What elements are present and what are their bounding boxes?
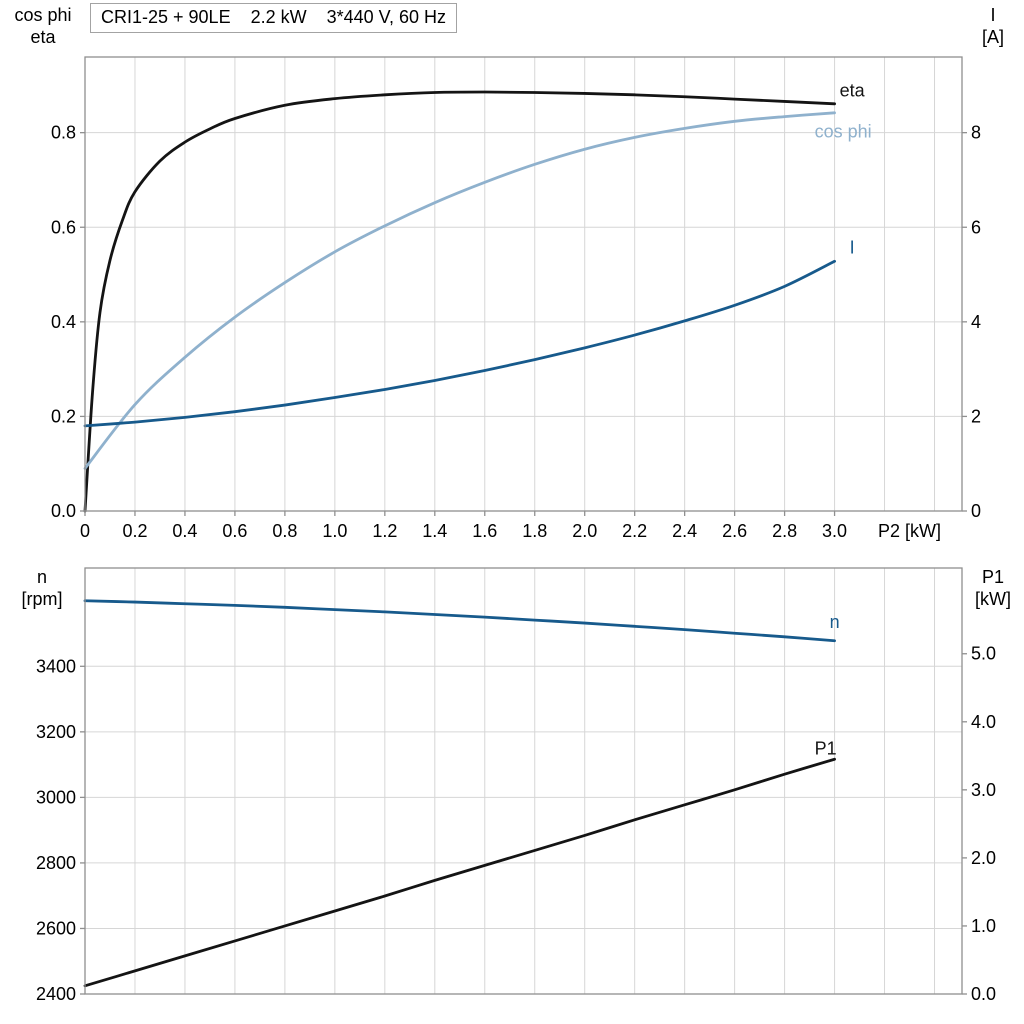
axis-title-ampere-unit: [A] [981,27,1004,47]
left-axis-tick-label: 2400 [36,984,76,1004]
axis-title-kw-unit: [kW] [975,589,1011,609]
x-axis-tick-label: 2.8 [772,521,797,541]
cos_phi-curve-label: cos phi [815,121,872,141]
x-axis-tick-label: 2.0 [572,521,597,541]
right-axis-tick-label: 0 [971,501,981,521]
left-axis-tick-label: 0.4 [51,312,76,332]
x-axis-tick-label: 0.4 [172,521,197,541]
n-curve [83,599,836,643]
left-axis-tick-label: 0.6 [51,217,76,237]
bottom-right-axis-title: P1 [kW] [962,566,1024,610]
right-axis-tick-label: 1.0 [971,916,996,936]
top-right-axis-title: I [A] [962,4,1024,48]
x-axis-tick-label: 1.0 [322,521,347,541]
right-axis-tick-label: 0.0 [971,984,996,1004]
right-axis-tick-label: 2.0 [971,848,996,868]
plot-border [84,56,963,512]
right-axis-tick-label: 6 [971,217,981,237]
x-axis-tick-label: 1.6 [472,521,497,541]
right-axis-tick-label: 3.0 [971,780,996,800]
panel-bottom: n P1 2400 2600 2800 3000 3200 3400 0.0 1.0 2.0 3.0 4… [36,567,996,1004]
current-curve [83,259,836,428]
x-axis-tick-label: 2.2 [622,521,647,541]
chart-title-box: CRI1-25 + 90LE 2.2 kW 3*440 V, 60 Hz [90,3,458,33]
x-axis-tick-label: 1.2 [372,521,397,541]
n-curve-label: n [830,612,840,632]
axis-title-rpm-unit: [rpm] [21,589,63,609]
x-axis-tick-label: 0.6 [222,521,247,541]
x-axis-tick-label: 1.8 [522,521,547,541]
cos_phi-curve [83,111,836,470]
x-axis-tick-label: 0.2 [122,521,147,541]
x-axis-tick-label: 0.8 [272,521,297,541]
axis-title-cos-phi: cos phi [14,5,72,25]
right-axis-tick-label: 4.0 [971,712,996,732]
panel-top: eta cos phi I 0.0 0.2 0.4 0.6 0.8 0 2 4 6 8 0 0.2 0.4 0.… [51,56,981,541]
x-axis-tick-label: 3.0 [822,521,847,541]
pump-model-label: CRI1-25 + 90LE [101,7,231,27]
left-axis-tick-label: 2800 [36,853,76,873]
right-axis-tick-label: 2 [971,406,981,426]
plot-border [84,567,963,995]
left-axis-tick-label: 3400 [36,656,76,676]
P1-curve [83,757,836,988]
left-axis-tick-label: 2600 [36,918,76,938]
right-axis-tick-label: 8 [971,123,981,143]
axis-title-speed: n [36,567,47,587]
top-left-axis-title: cos phi eta [0,4,86,48]
x-axis-tick-label: 2.4 [672,521,697,541]
x-axis-tick-label: 0 [80,521,90,541]
axis-title-p1: P1 [981,567,1005,587]
x-axis-tick-label: 1.4 [422,521,447,541]
right-axis-tick-label: 4 [971,312,981,332]
axis-title-current: I [990,5,996,25]
x-axis-label: P2 [kW] [878,521,941,541]
axis-title-eta: eta [30,27,56,47]
current-curve-label: I [850,237,855,257]
left-axis-tick-label: 0.2 [51,406,76,426]
eta-curve-label: eta [840,81,866,101]
left-axis-tick-label: 0.8 [51,123,76,143]
right-axis-tick-label: 5.0 [971,644,996,664]
supply-voltage-label: 3*440 V, 60 Hz [326,7,447,27]
eta-curve [83,90,836,513]
bottom-left-axis-title: n [rpm] [0,566,84,610]
P1-curve-label: P1 [815,738,837,758]
motor-power-label: 2.2 kW [250,7,307,27]
left-axis-tick-label: 3200 [36,722,76,742]
left-axis-tick-label: 3000 [36,787,76,807]
left-axis-tick-label: 0.0 [51,501,76,521]
x-axis-tick-label: 2.6 [722,521,747,541]
